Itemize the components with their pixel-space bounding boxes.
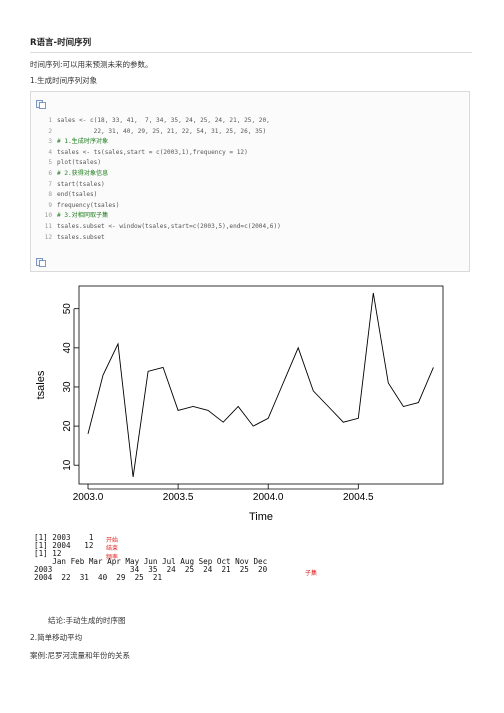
y-tick-label: 20: [62, 420, 73, 432]
code-line: 5 plot(tsales): [39, 158, 281, 169]
code-line: 2 22, 31, 40, 29, 25, 21, 22, 54, 31, 25…: [39, 127, 281, 138]
line-number: 4: [48, 148, 52, 156]
line-number: 5: [48, 159, 52, 167]
line-number: 1: [48, 117, 52, 124]
code-line: 4 tsales <- ts(sales,start = c(2003,1),fr…: [39, 148, 281, 159]
annotation-frequency: 频率: [106, 554, 119, 561]
code-comment: # 2.获得对象信息: [57, 169, 109, 177]
code-text: tsales <- ts(sales,start = c(2003,1),fre…: [57, 148, 248, 156]
line-number: 2: [48, 127, 52, 135]
line-number: 3: [48, 138, 52, 146]
line-number: 7: [48, 180, 52, 188]
console-line: [1] 2004 12: [34, 541, 94, 550]
console-line: 2003 34 35 24 25 24 21 25 20: [34, 565, 268, 574]
code-line: 1 sales <- c(18, 33, 41, 7, 34, 35, 24, 2…: [39, 116, 281, 127]
line-number: 11: [44, 222, 52, 230]
x-tick-label: 2004.0: [253, 492, 284, 503]
copy-code-icon[interactable]: [36, 258, 46, 267]
code-lines: 1 sales <- c(18, 33, 41, 7, 34, 35, 24, 2…: [39, 116, 281, 243]
console-output: [1] 2003 1 [1] 2004 12 [1] 12 Jan Feb Mar …: [34, 534, 267, 582]
series-line: [87, 292, 434, 478]
code-line: 7 start(tsales): [39, 180, 281, 191]
x-tick-label: 2003.0: [73, 492, 104, 503]
conclusion-text: 结论:手动生成的时序图: [48, 616, 126, 625]
x-axis-label: Time: [249, 511, 273, 523]
x-tick-label: 2004.5: [343, 492, 374, 503]
code-line: 12 tsales.subset: [39, 233, 281, 244]
annotation-start: 开始: [106, 537, 119, 544]
section-heading-1: 1.生成时间序列对象: [30, 76, 98, 85]
code-comment: # 1.生成时序对象: [57, 138, 109, 146]
section-heading-2: 2.简单移动平均: [30, 633, 83, 642]
code-text: 22, 31, 40, 29, 25, 21, 22, 54, 31, 25, …: [57, 127, 267, 135]
x-tick-label: 2003.5: [163, 492, 194, 503]
title-divider: [30, 52, 472, 53]
code-text: sales <- c(18, 33, 41, 7, 34, 35, 24, 25…: [57, 117, 270, 124]
y-tick-label: 40: [62, 342, 73, 354]
code-line: 11 tsales.subset <- window(tsales,start=c…: [39, 222, 281, 233]
intro-text: 时间序列:可以用来预测未来的参数。: [30, 60, 153, 69]
line-number: 6: [48, 169, 52, 177]
y-tick-label: 50: [62, 303, 73, 315]
code-text: frequency(tsales): [57, 201, 120, 209]
code-line: 6 # 2.获得对象信息: [39, 169, 281, 180]
y-tick-label: 30: [62, 381, 73, 393]
code-line: 3 # 1.生成时序对象: [39, 137, 281, 148]
console-line: 2004 22 31 40 29 25 21: [34, 573, 163, 582]
console-line: [1] 2003 1: [34, 533, 94, 542]
code-block: 1 sales <- c(18, 33, 41, 7, 34, 35, 24, 2…: [30, 91, 470, 272]
case-text: 案例:尼罗河流量和年份的关系: [30, 651, 131, 660]
annotation-subset: 子集: [305, 570, 318, 577]
y-axis-label: tsales: [35, 370, 47, 399]
console-line: Jan Feb Mar Apr May Jun Jul Aug Sep Oct …: [34, 557, 268, 566]
console-line: [1] 12: [34, 549, 62, 558]
code-text: end(tsales): [57, 191, 98, 199]
line-number: 12: [44, 233, 52, 241]
annotation-end: 结束: [106, 545, 119, 552]
time-series-plot: 2003.0 2003.5 2004.0 2004.5 10 20 30 40 50 Time ts…: [35, 285, 444, 523]
copy-code-icon[interactable]: [36, 100, 46, 109]
code-text: tsales.subset <- window(tsales,start=c(2…: [57, 222, 281, 230]
page-title: R语言-时间序列: [30, 38, 92, 48]
code-text: start(tsales): [57, 180, 105, 188]
code-line: 8 end(tsales): [39, 190, 281, 201]
line-number: 10: [44, 212, 52, 220]
y-tick-label: 10: [62, 459, 73, 471]
code-text: tsales.subset: [57, 233, 105, 241]
code-line: 9 frequency(tsales): [39, 201, 281, 212]
code-line: 10 # 3.对相同取子集: [39, 211, 281, 222]
line-number: 9: [48, 201, 52, 209]
line-number: 8: [48, 191, 52, 199]
code-text: plot(tsales): [57, 159, 102, 167]
plot-frame: [78, 285, 444, 485]
code-comment: # 3.对相同取子集: [57, 212, 109, 220]
